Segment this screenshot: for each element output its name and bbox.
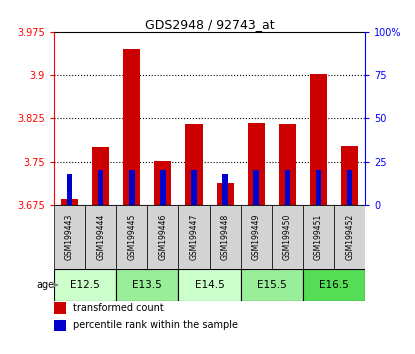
Bar <box>285 171 290 205</box>
Bar <box>178 269 241 301</box>
Bar <box>67 174 72 205</box>
Text: GSM199449: GSM199449 <box>252 214 261 260</box>
Bar <box>123 49 140 205</box>
Bar <box>248 122 265 205</box>
Text: E15.5: E15.5 <box>257 280 287 290</box>
Text: E14.5: E14.5 <box>195 280 225 290</box>
Bar <box>241 205 272 269</box>
Bar <box>54 302 66 314</box>
Bar <box>210 205 241 269</box>
Text: GSM199451: GSM199451 <box>314 214 323 260</box>
Text: GSM199443: GSM199443 <box>65 214 74 260</box>
Bar <box>272 205 303 269</box>
Text: GSM199445: GSM199445 <box>127 214 136 260</box>
Bar <box>98 171 103 205</box>
Bar <box>191 171 197 205</box>
Bar <box>303 205 334 269</box>
Bar <box>341 145 358 205</box>
Bar <box>303 269 365 301</box>
Text: percentile rank within the sample: percentile rank within the sample <box>73 320 238 330</box>
Bar <box>54 320 66 331</box>
Bar <box>129 171 134 205</box>
Bar <box>316 171 321 205</box>
Bar <box>160 171 166 205</box>
Bar <box>347 171 352 205</box>
Text: age: age <box>36 280 54 290</box>
Bar <box>154 161 171 205</box>
Bar <box>61 199 78 205</box>
Bar <box>116 269 178 301</box>
Bar <box>217 183 234 205</box>
Bar <box>241 269 303 301</box>
Bar <box>186 124 203 205</box>
Text: transformed count: transformed count <box>73 303 164 313</box>
Text: E13.5: E13.5 <box>132 280 162 290</box>
Title: GDS2948 / 92743_at: GDS2948 / 92743_at <box>145 18 274 31</box>
Text: GSM199446: GSM199446 <box>159 214 167 260</box>
Bar <box>85 205 116 269</box>
Bar <box>147 205 178 269</box>
Bar <box>178 205 210 269</box>
Text: GSM199450: GSM199450 <box>283 214 292 260</box>
Bar <box>222 174 228 205</box>
Text: E16.5: E16.5 <box>319 280 349 290</box>
Text: GSM199452: GSM199452 <box>345 214 354 260</box>
Bar <box>310 74 327 205</box>
Bar <box>254 171 259 205</box>
Bar <box>334 205 365 269</box>
Bar <box>116 205 147 269</box>
Bar <box>54 205 85 269</box>
Text: GSM199448: GSM199448 <box>221 214 229 260</box>
Text: GSM199444: GSM199444 <box>96 214 105 260</box>
Bar <box>279 124 296 205</box>
Text: E12.5: E12.5 <box>70 280 100 290</box>
Bar <box>92 147 109 205</box>
Bar <box>54 269 116 301</box>
Text: GSM199447: GSM199447 <box>190 214 198 260</box>
